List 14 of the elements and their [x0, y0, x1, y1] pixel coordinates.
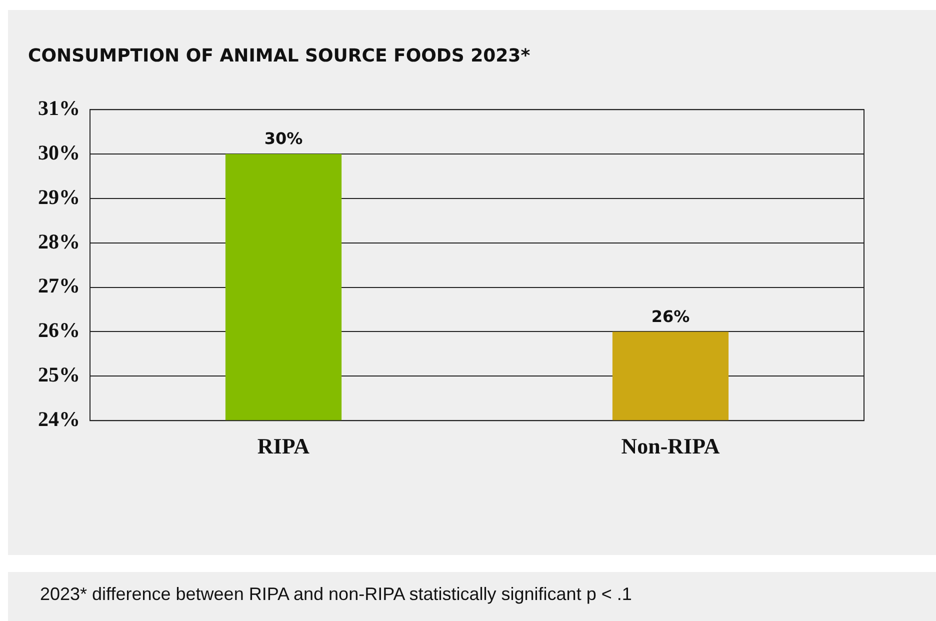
x-tick-label: Non-RIPA — [621, 433, 720, 458]
y-tick-label: 27% — [38, 274, 80, 298]
y-tick-label: 29% — [38, 184, 80, 209]
y-tick-label: 25% — [38, 362, 80, 387]
data-label: 30% — [264, 129, 303, 148]
y-tick-label: 28% — [38, 229, 80, 254]
y-tick-label: 26% — [38, 318, 80, 342]
x-tick-label: RIPA — [257, 433, 310, 458]
text: 2023* difference between RIPA and non-RIPA statistically significant p < .1 — [40, 584, 633, 605]
data-label: 26% — [651, 306, 690, 326]
y-tick-label: 30% — [38, 140, 80, 164]
y-tick-label: 31% — [38, 96, 80, 120]
chart-title: CONSUMPTION OF ANIMAL SOURCE FOODS 2023* — [28, 45, 531, 66]
y-tick-label: 24% — [38, 407, 80, 432]
